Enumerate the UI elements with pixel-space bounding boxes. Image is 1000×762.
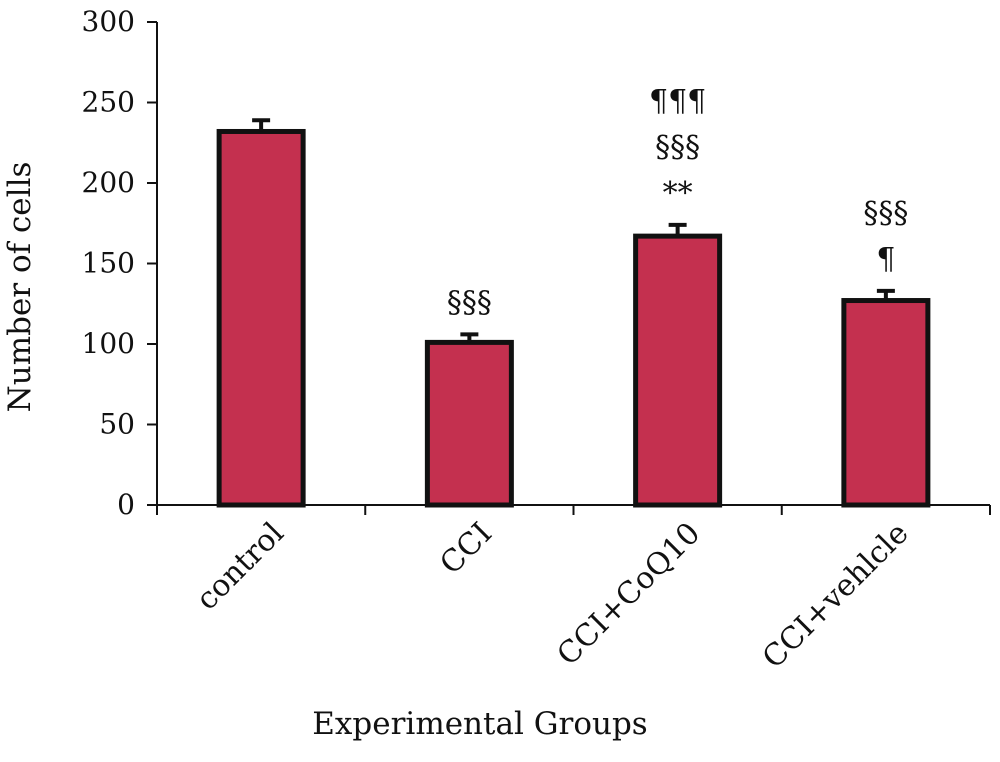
x-tick-label: control — [189, 516, 290, 617]
y-tick-label: 200 — [82, 166, 135, 199]
x-tick-label: CCI — [433, 516, 499, 582]
significance-marker: ** — [663, 176, 693, 211]
y-tick-label: 150 — [82, 247, 135, 280]
y-tick-label: 100 — [82, 327, 135, 360]
y-tick-label: 0 — [117, 488, 135, 521]
bars-layer — [216, 118, 931, 508]
axes-layer — [147, 21, 991, 515]
y-tick-label: 300 — [82, 5, 135, 38]
y-axis-title: Number of cells — [2, 162, 38, 413]
significance-marker: ¶ — [876, 242, 895, 277]
significance-marker: §§§ — [863, 196, 908, 231]
significance-marker: §§§ — [447, 285, 492, 320]
y-tick-label: 50 — [99, 408, 135, 441]
bar-control — [216, 128, 306, 508]
x-axis-title: Experimental Groups — [312, 706, 647, 742]
y-tick-label: 250 — [82, 86, 135, 119]
significance-marker: §§§ — [655, 130, 700, 165]
bar-cci — [424, 339, 514, 508]
bar-cci-coq10 — [633, 233, 723, 508]
x-tick-label: CCI+vehlcle — [756, 516, 916, 676]
significance-marker: ¶¶¶ — [649, 84, 706, 119]
bar-cci-vehlcle — [841, 298, 931, 508]
x-tick-label: CCI+CoQ10 — [551, 516, 708, 673]
